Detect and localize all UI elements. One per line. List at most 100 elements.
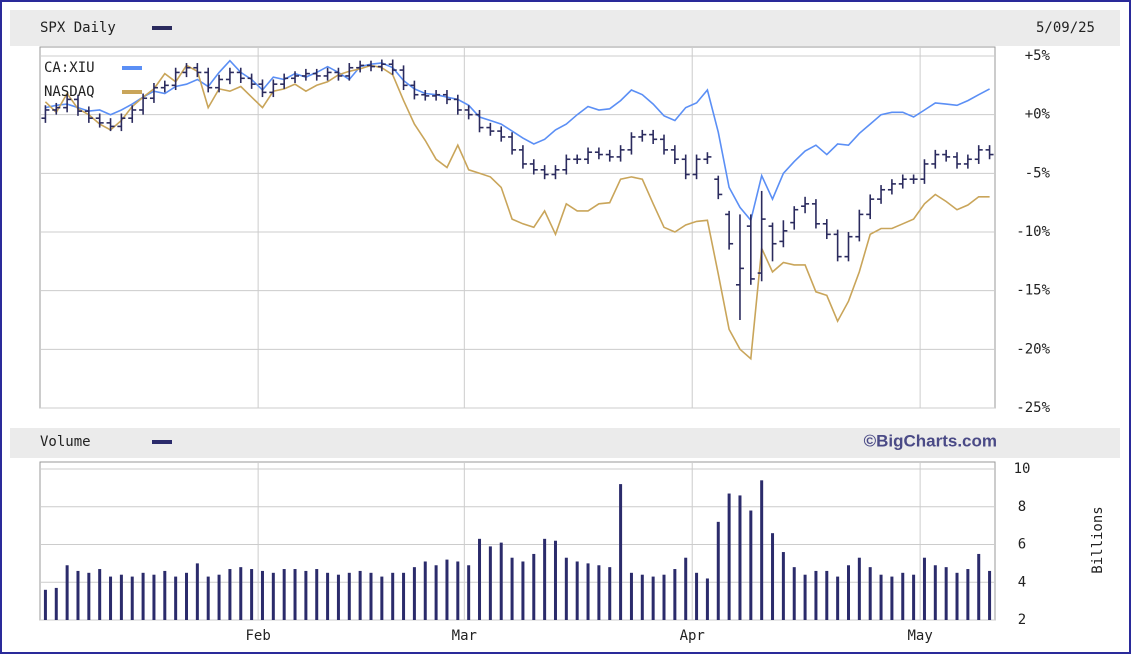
y-tick-label: 8 [1018, 499, 1026, 515]
source: ©BigCharts.com [864, 431, 997, 450]
volume-bar [282, 569, 286, 620]
volume-bar [966, 569, 970, 620]
volume-plot [39, 461, 996, 621]
volume-bar [293, 569, 297, 620]
volume-bar [825, 570, 829, 620]
volume-bar [727, 493, 731, 620]
price-plot [39, 46, 996, 409]
volume-bar [608, 567, 612, 620]
x-tick-label: Mar [452, 628, 477, 644]
x-tick-label: May [907, 628, 932, 644]
y-tick-label: -5% [1025, 165, 1051, 181]
y-tick-label: 4 [1018, 574, 1026, 590]
y-tick-label: +5% [1025, 48, 1051, 64]
volume-bar [456, 561, 460, 620]
volume-bar [195, 563, 199, 620]
volume-bar [98, 569, 102, 620]
volume-bar [478, 538, 482, 620]
y-tick-label: +0% [1025, 107, 1051, 123]
series-line [44, 64, 990, 361]
volume-bar [933, 565, 937, 620]
x-tick-label: Feb [245, 628, 270, 644]
volume-bar [499, 542, 503, 620]
volume-header-strip [10, 428, 1120, 458]
volume-bar [380, 576, 384, 620]
volume-bar [814, 570, 818, 620]
volume-bar [43, 589, 47, 620]
volume-bar [271, 572, 275, 620]
volume-bar [901, 572, 905, 620]
volume-bar [868, 567, 872, 620]
y-tick-label: -20% [1016, 341, 1050, 357]
volume-bar [988, 570, 992, 620]
volume-bar [228, 569, 232, 620]
volume-bar [532, 553, 536, 620]
date: 5/09/25 [1036, 20, 1095, 36]
volume-bar [163, 570, 167, 620]
legend-label: NASDAQ [44, 84, 95, 100]
volume-bar [130, 576, 134, 620]
volume-bar [738, 495, 742, 620]
volume-bar [402, 572, 406, 620]
volume-bar [792, 567, 796, 620]
legend-swatch [122, 66, 142, 70]
volume-bar [141, 572, 145, 620]
header-strip [10, 10, 1120, 46]
volume-title: Volume [40, 434, 91, 450]
volume-bar [423, 561, 427, 620]
volume-bar [857, 557, 861, 620]
volume-bar [629, 572, 633, 620]
y-axis-label: Billions [1090, 506, 1106, 573]
volume-bar [651, 576, 655, 620]
volume-bar [434, 565, 438, 620]
volume-bar [54, 587, 58, 620]
volume-bar [326, 572, 330, 620]
volume-bar [890, 576, 894, 620]
volume-bar [771, 533, 775, 620]
volume-bar [662, 574, 666, 620]
volume-bar [846, 565, 850, 620]
volume-bar [260, 570, 264, 620]
series-line [45, 59, 990, 223]
volume-bar [109, 576, 113, 620]
volume-bar [76, 570, 80, 620]
volume-bar [553, 540, 557, 620]
volume-bar [315, 569, 319, 620]
volume-bar [836, 576, 840, 620]
volume-bar [673, 569, 677, 620]
legend-label: CA:XIU [44, 60, 95, 76]
volume-bar [65, 565, 69, 620]
volume-bar [152, 574, 156, 620]
volume-bar [467, 565, 471, 620]
volume-bar [250, 569, 254, 620]
volume-bar [597, 565, 601, 620]
volume-bar [955, 572, 959, 620]
volume-bar [510, 557, 514, 620]
volume-bar [488, 546, 492, 620]
volume-bar [521, 561, 525, 620]
volume-bar [575, 561, 579, 620]
volume-bar [944, 567, 948, 620]
legend-swatch [122, 90, 142, 94]
volume-bar [412, 567, 416, 620]
volume-bar [304, 570, 308, 620]
x-tick-label: Apr [680, 628, 705, 644]
legend-swatch [152, 440, 172, 444]
volume-bar [119, 574, 123, 620]
volume-bar [336, 574, 340, 620]
series-title: SPX Daily [40, 20, 116, 36]
volume-bar [358, 570, 362, 620]
y-tick-label: 6 [1018, 537, 1026, 553]
volume-bar [347, 572, 351, 620]
legend-swatch [152, 26, 172, 30]
y-tick-label: -10% [1016, 224, 1050, 240]
volume-bar [619, 484, 623, 620]
volume-bar [640, 574, 644, 620]
volume-bar [781, 552, 785, 620]
volume-bar [185, 572, 189, 620]
y-tick-label: -15% [1016, 283, 1050, 299]
volume-bar [445, 559, 449, 620]
volume-bar [564, 557, 568, 620]
volume-bar [684, 557, 688, 620]
